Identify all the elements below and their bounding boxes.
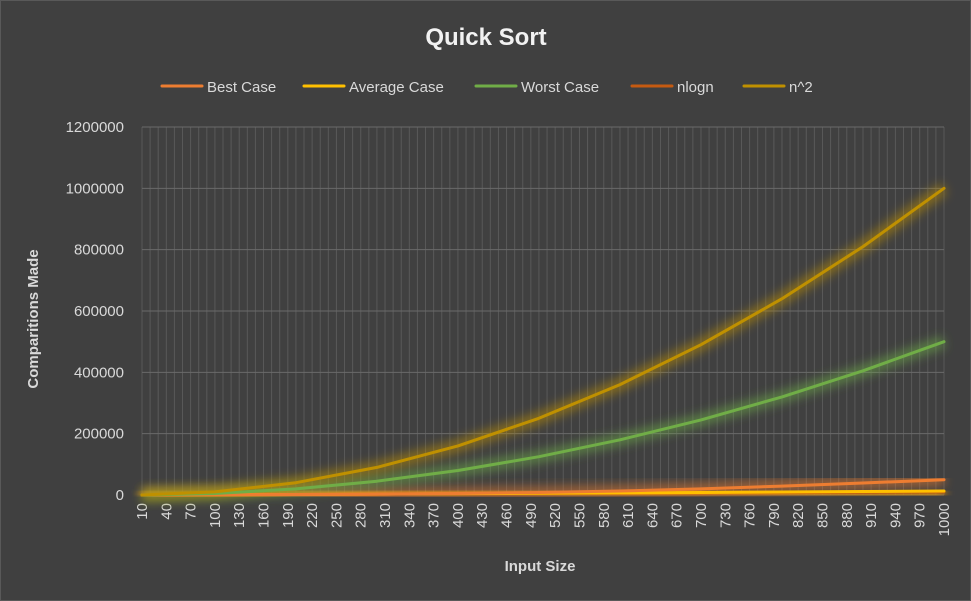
x-tick-label: 730 (717, 503, 734, 528)
x-tick-label: 970 (912, 503, 929, 528)
x-tick-label: 790 (766, 503, 783, 528)
y-tick-label: 400000 (74, 364, 124, 381)
x-tick-label: 670 (669, 503, 686, 528)
x-tick-label: 760 (742, 503, 759, 528)
x-tick-label: 310 (377, 503, 394, 528)
x-tick-label: 130 (231, 503, 248, 528)
x-tick-label: 610 (620, 503, 637, 528)
legend-label: nlogn (677, 79, 714, 96)
x-tick-label: 700 (693, 503, 710, 528)
x-tick-label: 520 (547, 503, 564, 528)
legend-item-nlogn: nlogn (630, 79, 714, 96)
x-tick-label: 10 (134, 503, 151, 520)
x-tick-label: 880 (839, 503, 856, 528)
x-tick-label: 940 (887, 503, 904, 528)
series-glow-n-2 (141, 183, 948, 501)
legend-label: n^2 (789, 79, 813, 96)
x-tick-label: 250 (328, 503, 345, 528)
x-tick-label: 1000 (936, 503, 953, 536)
x-tick-label: 490 (523, 503, 540, 528)
series-glow-layer (141, 183, 948, 501)
x-tick-label: 160 (256, 503, 273, 528)
x-tick-label: 550 (571, 503, 588, 528)
x-tick-label: 430 (474, 503, 491, 528)
x-tick-label: 100 (207, 503, 224, 528)
series-lines (140, 186, 946, 497)
x-tick-label: 640 (644, 503, 661, 528)
y-tick-label: 1200000 (66, 119, 124, 136)
x-tick-label: 820 (790, 503, 807, 528)
legend-item-average-case: Average Case (302, 79, 444, 96)
y-tick-label: 800000 (74, 242, 124, 259)
x-tick-label: 580 (596, 503, 613, 528)
x-tick-label: 850 (814, 503, 831, 528)
legend-item-worst-case: Worst Case (474, 79, 599, 96)
series-line-worst-case (140, 340, 946, 497)
x-tick-label: 40 (158, 503, 175, 520)
x-tick-label: 280 (353, 503, 370, 528)
x-tick-label: 370 (426, 503, 443, 528)
x-tick-label: 400 (450, 503, 467, 528)
x-tick-label: 340 (401, 503, 418, 528)
y-tick-label: 600000 (74, 303, 124, 320)
legend: Best Case Average Case Worst Case nlogn n^2 (160, 79, 813, 96)
legend-label: Average Case (349, 79, 444, 96)
legend-item-best-case: Best Case (160, 79, 276, 96)
y-tick-label: 200000 (74, 426, 124, 443)
legend-label: Best Case (207, 79, 276, 96)
y-axis-title: Comparitions Made (25, 249, 42, 388)
y-tick-label: 0 (116, 487, 124, 504)
x-tick-label: 190 (280, 503, 297, 528)
x-tick-label: 70 (183, 503, 200, 520)
legend-label: Worst Case (521, 79, 599, 96)
x-tick-label: 460 (499, 503, 516, 528)
series-line-best-case (140, 478, 946, 497)
plot-grid (141, 126, 945, 496)
y-axis-ticks: 0 200000 400000 600000 800000 1000000 1200000 (66, 119, 124, 504)
x-tick-label: 910 (863, 503, 880, 528)
x-axis-title: Input Size (505, 558, 576, 575)
x-tick-label: 220 (304, 503, 321, 528)
x-axis-ticks: 10 40 70 100 130 160 190 220 250 280 310 340 370 400 4… (134, 503, 953, 536)
legend-item-n-2: n^2 (742, 79, 813, 96)
y-tick-label: 1000000 (66, 180, 124, 197)
chart-title: Quick Sort (425, 24, 546, 51)
series-line-n-2 (140, 186, 946, 497)
